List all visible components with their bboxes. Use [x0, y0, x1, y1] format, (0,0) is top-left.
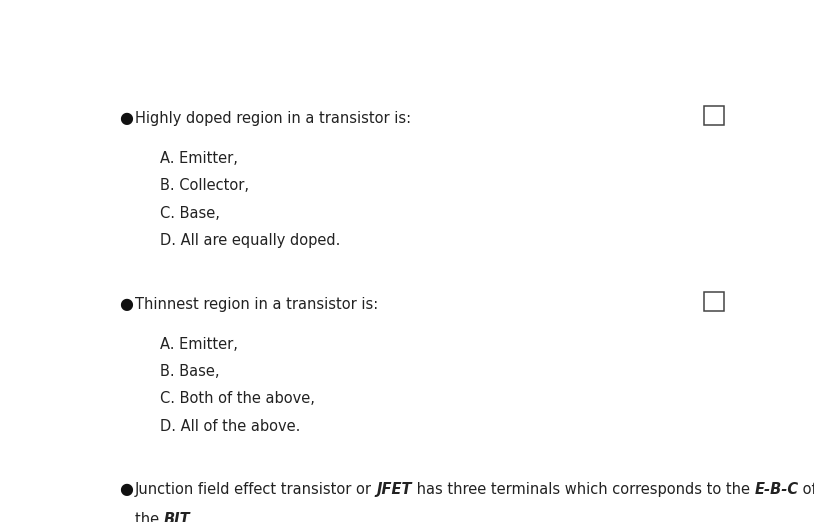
- Text: C. Base,: C. Base,: [160, 206, 220, 221]
- Text: B. Collector,: B. Collector,: [160, 179, 249, 193]
- Text: Highly doped region in a transistor is:: Highly doped region in a transistor is:: [134, 111, 411, 126]
- Text: ●: ●: [120, 482, 133, 497]
- Text: A. Emitter,: A. Emitter,: [160, 337, 238, 352]
- Text: D. All of the above.: D. All of the above.: [160, 419, 300, 434]
- Text: BJT: BJT: [164, 513, 190, 522]
- Text: E-B-C: E-B-C: [755, 482, 799, 497]
- Text: D. All are equally doped.: D. All are equally doped.: [160, 233, 340, 248]
- Bar: [703, 106, 724, 125]
- Text: ●: ●: [120, 111, 133, 126]
- Text: B. Base,: B. Base,: [160, 364, 219, 379]
- Text: Thinnest region in a transistor is:: Thinnest region in a transistor is:: [134, 296, 378, 312]
- Text: the: the: [134, 513, 164, 522]
- Text: A. Emitter,: A. Emitter,: [160, 151, 238, 166]
- Text: C. Both of the above,: C. Both of the above,: [160, 392, 315, 407]
- Text: JFET: JFET: [376, 482, 412, 497]
- Text: has three terminals which corresponds to the: has three terminals which corresponds to…: [412, 482, 755, 497]
- Text: ●: ●: [120, 296, 133, 312]
- Text: Junction field effect transistor or: Junction field effect transistor or: [134, 482, 376, 497]
- Bar: [703, 292, 724, 311]
- Text: of: of: [799, 482, 814, 497]
